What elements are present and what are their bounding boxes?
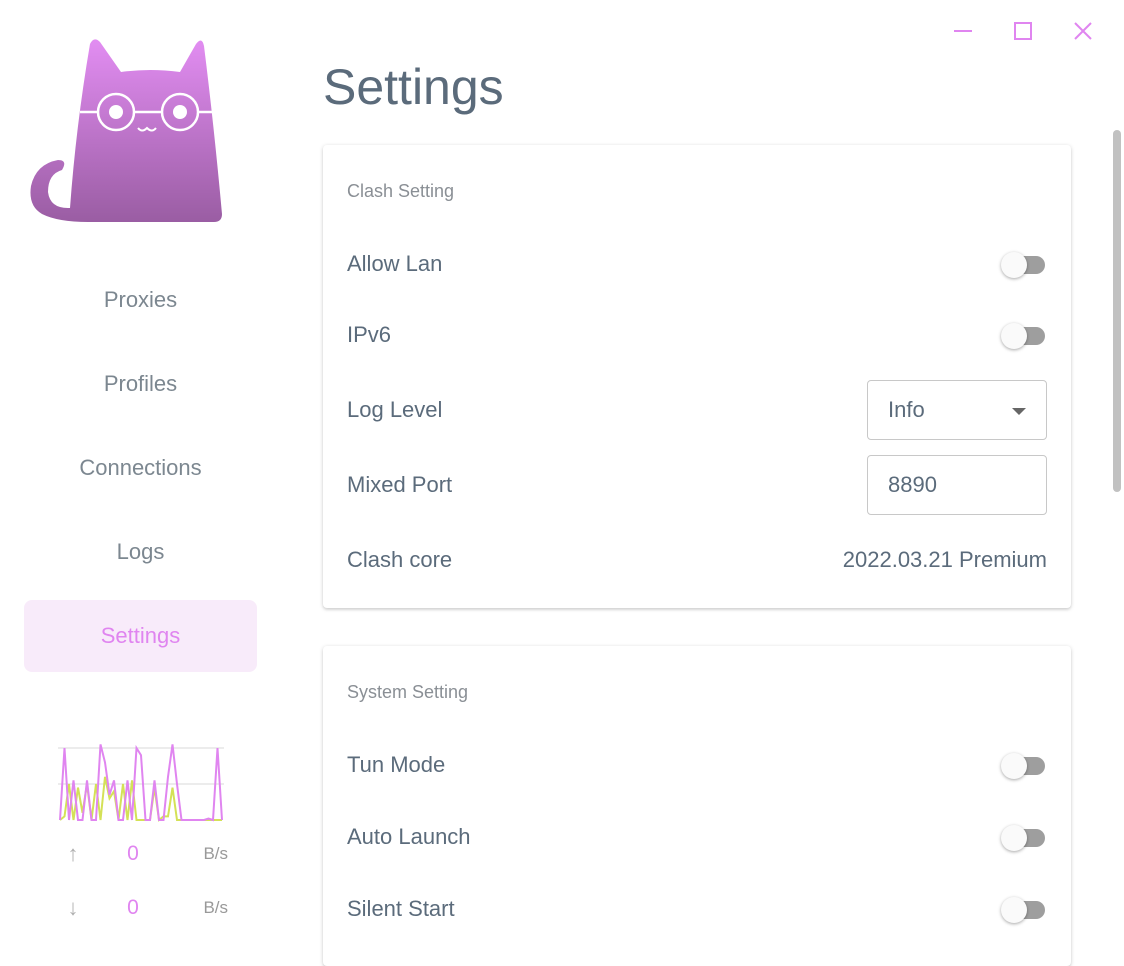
log-level-select[interactable]: Info (867, 380, 1047, 440)
setting-label: Log Level (347, 397, 443, 422)
sidebar-item-proxies[interactable]: Proxies (24, 264, 257, 336)
close-button[interactable] (1068, 16, 1098, 46)
maximize-button[interactable] (1008, 16, 1038, 46)
upload-rate: ↑ 0 B/s (58, 839, 229, 869)
silent-start-toggle[interactable] (1001, 894, 1047, 924)
upload-series-line (59, 744, 223, 822)
clash-core-version: 2022.03.21 Premium (842, 547, 1047, 572)
clash-verge-cat-logo (30, 39, 223, 222)
download-value: 0 (127, 896, 139, 919)
allow-lan-toggle[interactable] (1001, 249, 1047, 279)
close-icon (1074, 22, 1092, 40)
sidebar-item-profiles[interactable]: Profiles (24, 348, 257, 420)
setting-label: IPv6 (347, 322, 392, 347)
mixed-port-input[interactable]: 8890 (867, 455, 1047, 515)
mixed-port-row: Mixed Port 8890 (347, 455, 1047, 515)
sidebar: Proxies Profiles Connections Logs Settin… (0, 0, 280, 937)
arrow-up-icon: ↑ (67, 841, 79, 866)
sidebar-item-label: Logs (116, 539, 165, 564)
sidebar-item-label: Proxies (103, 287, 178, 312)
tun-mode-toggle[interactable] (1001, 750, 1047, 780)
log-level-value: Info (888, 397, 925, 422)
scrollbar[interactable] (1113, 130, 1121, 492)
download-rate: ↓ 0 B/s (58, 893, 229, 923)
traffic-graph (58, 744, 224, 822)
log-level-row: Log Level Info (347, 380, 1047, 440)
card-title: Clash Setting (347, 181, 455, 201)
sidebar-item-label: Connections (79, 455, 202, 480)
minimize-button[interactable] (948, 16, 978, 46)
upload-unit: B/s (203, 844, 228, 863)
mixed-port-value: 8890 (888, 472, 937, 497)
ipv6-toggle[interactable] (1001, 320, 1047, 350)
sidebar-item-logs[interactable]: Logs (24, 516, 257, 588)
setting-label: Allow Lan (347, 251, 443, 276)
setting-label: Clash core (347, 547, 453, 572)
arrow-down-icon: ↓ (67, 895, 79, 920)
maximize-icon (1014, 22, 1032, 40)
page-title: Settings (323, 59, 504, 115)
auto-launch-row: Auto Launch (347, 807, 1047, 867)
ipv6-row: IPv6 (347, 305, 1047, 365)
tun-mode-row: Tun Mode (347, 735, 1047, 795)
sidebar-item-label: Settings (100, 623, 181, 648)
allow-lan-row: Allow Lan (347, 234, 1047, 294)
setting-label: Auto Launch (347, 824, 471, 849)
auto-launch-toggle[interactable] (1001, 822, 1047, 852)
sidebar-item-connections[interactable]: Connections (24, 432, 257, 504)
silent-start-row: Silent Start (347, 879, 1047, 939)
setting-label: Silent Start (347, 896, 455, 921)
clash-core-row: Clash core 2022.03.21 Premium (347, 530, 1047, 590)
setting-label: Tun Mode (347, 752, 446, 777)
system-setting-card: System Setting Tun Mode Auto Launch Sile… (323, 646, 1071, 966)
upload-value: 0 (127, 842, 139, 865)
download-unit: B/s (203, 898, 228, 917)
setting-label: Mixed Port (347, 472, 453, 497)
sidebar-item-label: Profiles (103, 371, 178, 396)
clash-setting-card: Clash Setting Allow Lan IPv6 Log Level I… (323, 145, 1071, 608)
sidebar-item-settings[interactable]: Settings (24, 600, 257, 672)
card-title: System Setting (347, 682, 469, 702)
caret-down-icon (1012, 408, 1026, 415)
minimize-icon (954, 30, 972, 32)
